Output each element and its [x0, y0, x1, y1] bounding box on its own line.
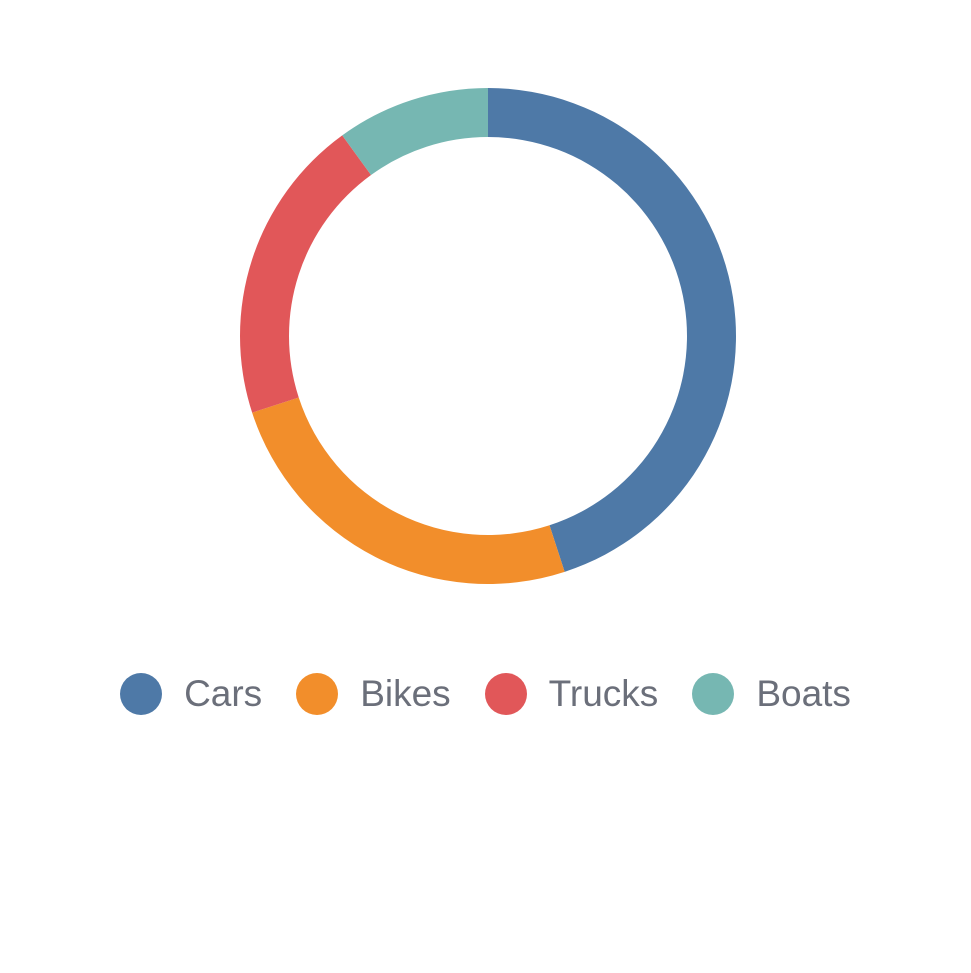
- donut-slices: [240, 88, 736, 584]
- legend-item-trucks[interactable]: Trucks: [484, 672, 659, 716]
- legend-swatch-boats: [692, 673, 735, 715]
- slice-boats[interactable]: [342, 88, 488, 176]
- legend-label-bikes: Bikes: [360, 673, 451, 714]
- legend-item-bikes[interactable]: Bikes: [296, 672, 451, 716]
- legend-label-trucks: Trucks: [548, 673, 659, 714]
- legend-swatch-trucks: [484, 673, 527, 715]
- legend-label-boats: Boats: [756, 673, 851, 714]
- legend-swatch-bikes: [296, 673, 339, 715]
- chart-legend: Cars Bikes Trucks Boats: [0, 672, 971, 716]
- slice-cars[interactable]: [488, 88, 736, 572]
- legend-swatch-cars: [120, 673, 163, 715]
- slice-bikes[interactable]: [252, 397, 565, 584]
- slice-trucks[interactable]: [240, 135, 372, 413]
- legend-label-cars: Cars: [184, 673, 263, 714]
- legend-item-cars[interactable]: Cars: [120, 672, 262, 716]
- legend-item-boats[interactable]: Boats: [692, 672, 851, 716]
